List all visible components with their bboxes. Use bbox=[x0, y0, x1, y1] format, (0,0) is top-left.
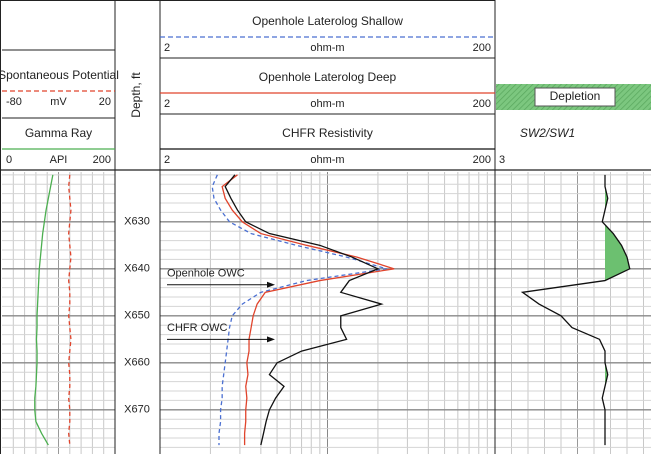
depth-tick-label: X660 bbox=[124, 357, 150, 369]
curve-name: Openhole Laterolog Shallow bbox=[252, 14, 403, 28]
log-curve bbox=[520, 174, 631, 446]
depth-tick-label: X670 bbox=[124, 404, 150, 416]
scale-unit: mV bbox=[50, 96, 67, 108]
scale-right: 200 bbox=[473, 154, 491, 166]
scale-right: 20 bbox=[99, 96, 111, 108]
scale-right: 200 bbox=[473, 98, 491, 110]
scale-left: -80 bbox=[6, 96, 22, 108]
depletion-fill bbox=[605, 174, 630, 446]
scale-left: 2 bbox=[164, 42, 170, 54]
scale-left: 2 bbox=[164, 154, 170, 166]
curve-name: Openhole Laterolog Deep bbox=[259, 70, 397, 84]
log-curve bbox=[221, 174, 395, 446]
scale-unit: API bbox=[50, 154, 68, 166]
scale-left: 2 bbox=[164, 98, 170, 110]
scale-unit: ohm-m bbox=[310, 98, 344, 110]
curve-name: Gamma Ray bbox=[25, 126, 92, 140]
depth-tick-label: X650 bbox=[124, 310, 150, 322]
annotation: CHFR OWC bbox=[167, 322, 228, 334]
arrow-head bbox=[267, 281, 275, 288]
plot: Openhole OWC CHFR OWC bbox=[34, 174, 631, 446]
log-curve bbox=[34, 174, 54, 446]
scale-unit: ohm-m bbox=[310, 154, 344, 166]
scale-left: 0 bbox=[6, 154, 12, 166]
annotation: Openhole OWC bbox=[167, 268, 245, 280]
scale-right: 200 bbox=[93, 154, 111, 166]
curve-name: SW2/SW1 bbox=[520, 126, 575, 140]
log-curve bbox=[224, 174, 384, 446]
scale-unit: ohm-m bbox=[310, 42, 344, 54]
arrow-head bbox=[267, 336, 275, 343]
fill-label: Depletion bbox=[550, 89, 601, 103]
depth-tick-label: X630 bbox=[124, 216, 150, 228]
scale-left: 3 bbox=[499, 154, 505, 166]
curve-name: CHFR Resistivity bbox=[282, 126, 373, 140]
depth-label: Depth, ft bbox=[129, 72, 143, 118]
log-curve bbox=[68, 174, 72, 446]
scale-right: 200 bbox=[473, 42, 491, 54]
log-curve bbox=[211, 174, 387, 446]
depth-tick-label: X640 bbox=[124, 263, 150, 275]
curve-name: Spontaneous Potential bbox=[0, 68, 119, 82]
fill-label-box bbox=[534, 87, 616, 107]
